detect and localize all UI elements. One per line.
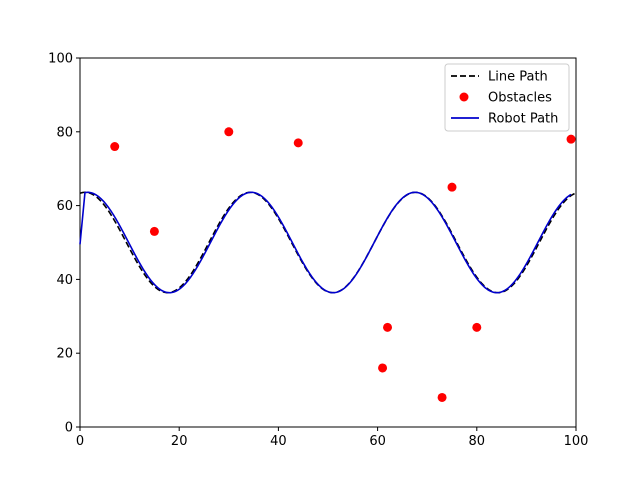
y-tick-label: 100 [48, 52, 73, 67]
x-axis: 0 20 40 60 80 100 [76, 427, 589, 449]
obstacle-point [472, 322, 482, 332]
obstacle-point [437, 392, 447, 402]
y-tick-label: 40 [56, 273, 73, 288]
obstacle-point [149, 226, 159, 236]
y-tick-label: 80 [56, 125, 73, 140]
series-robot-path [79, 191, 572, 294]
legend: Line Path Obstacles Robot Path [444, 63, 570, 132]
obstacle-point [566, 134, 576, 144]
legend-label-obstacles: Obstacles [488, 91, 552, 106]
legend-swatch-obstacles [459, 92, 469, 102]
obstacle-point [293, 138, 303, 148]
obstacle-point [383, 322, 393, 332]
x-tick-label: 60 [369, 434, 386, 449]
obstacle-point [378, 363, 388, 373]
y-tick-label: 20 [56, 347, 73, 362]
x-tick-label: 20 [171, 434, 188, 449]
y-axis: 0 20 40 60 80 100 [48, 52, 80, 436]
plot-area: 0 20 40 60 80 100 0 20 40 60 80 100 [48, 52, 588, 450]
x-tick-label: 40 [270, 434, 287, 449]
legend-label-line-path: Line Path [488, 70, 548, 85]
obstacle-point [110, 142, 120, 152]
x-tick-label: 80 [469, 434, 486, 449]
legend-box [444, 63, 570, 132]
legend-label-robot-path: Robot Path [488, 112, 558, 127]
y-tick-label: 0 [65, 421, 73, 436]
obstacle-point [447, 182, 457, 192]
obstacle-point [224, 127, 234, 137]
y-tick-label: 60 [56, 199, 73, 214]
series-line-path [79, 191, 577, 294]
series-layer [79, 127, 577, 402]
x-tick-label: 100 [564, 434, 589, 449]
x-tick-label: 0 [76, 434, 84, 449]
